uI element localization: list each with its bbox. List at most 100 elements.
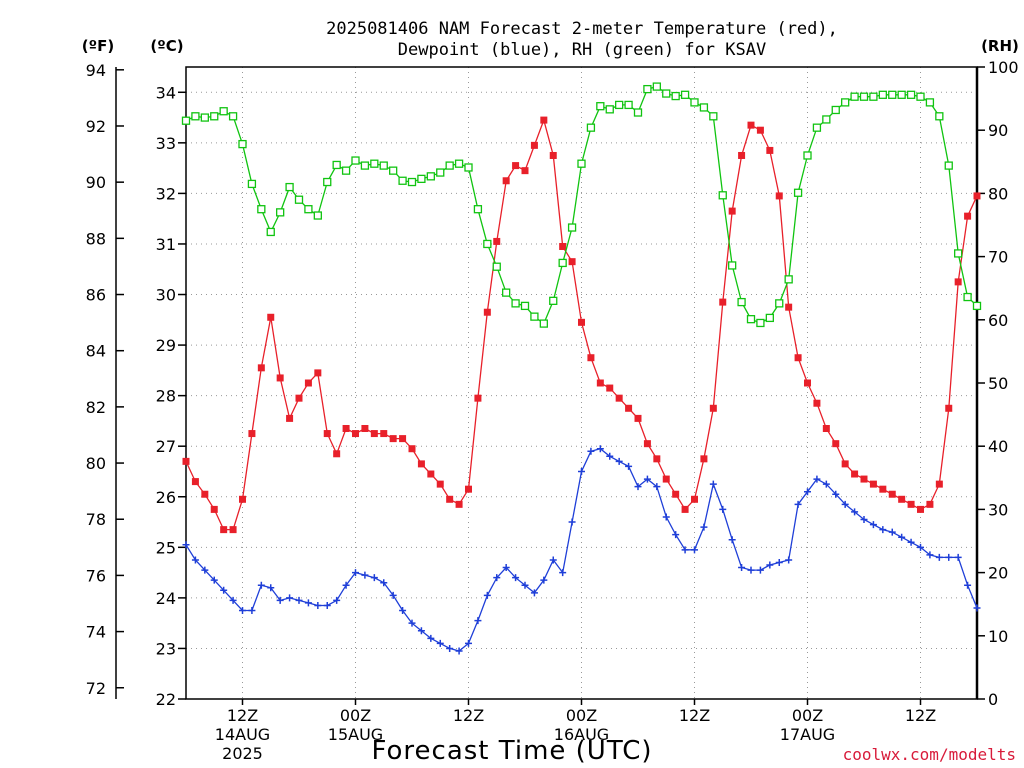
temperature-point	[822, 425, 830, 433]
temperature-point	[973, 192, 981, 200]
rh-point	[737, 297, 746, 307]
rh-point	[567, 223, 577, 232]
dewpoint-point	[860, 516, 868, 524]
fahrenheit-tick-label: 92	[86, 117, 106, 136]
temperature-point	[549, 151, 557, 159]
rh-point	[483, 239, 492, 249]
temperature-point	[672, 490, 680, 498]
dewpoint-point	[427, 634, 435, 642]
temperature-point	[210, 505, 218, 513]
rh-point	[398, 176, 407, 185]
temperature-point	[352, 430, 359, 438]
time-tick-label: 16AUG	[554, 725, 609, 744]
temperature-point	[935, 480, 943, 488]
dewpoint-point	[643, 475, 651, 483]
celsius-tick-label: 29	[156, 336, 176, 355]
dewpoint-point	[898, 533, 906, 541]
dewpoint-point	[841, 500, 849, 508]
rh-point	[718, 191, 727, 200]
rh-point	[492, 262, 501, 271]
rh-point	[586, 123, 596, 132]
rh-point	[473, 205, 483, 214]
x-axis-label: Forecast Time (UTC)	[371, 736, 652, 766]
rh-point	[341, 166, 351, 175]
dewpoint-point	[229, 596, 237, 604]
celsius-tick-label: 32	[156, 184, 176, 203]
dewpoint-point	[352, 569, 359, 577]
rh-point	[746, 315, 756, 324]
dewpoint-point	[935, 553, 943, 561]
dewpoint-point	[493, 574, 501, 582]
temperature-point	[436, 480, 444, 488]
time-tick-label: 14AUG	[215, 725, 270, 744]
temperature-point	[851, 470, 859, 478]
temperature-point	[304, 379, 312, 387]
dewpoint-point	[333, 596, 341, 604]
rh-tick-label: 40	[988, 437, 1008, 456]
rh-point	[351, 156, 360, 165]
rh-point	[549, 296, 558, 305]
dewpoint-point	[775, 558, 783, 566]
rh-point	[530, 312, 539, 321]
celsius-tick-label: 28	[156, 387, 176, 406]
rh-point	[671, 91, 680, 101]
temperature-point	[229, 526, 237, 534]
temperature-point	[286, 414, 294, 422]
temperature-point	[860, 475, 868, 483]
dewpoint-point	[323, 601, 331, 609]
dewpoint-point	[813, 475, 821, 483]
temperature-point	[794, 354, 802, 362]
rh-point	[963, 292, 972, 302]
fahrenheit-tick-label: 74	[86, 623, 106, 642]
rh-point	[596, 102, 605, 111]
temperature-point	[709, 404, 717, 412]
temperature-point	[964, 212, 972, 220]
temperature-point	[530, 141, 538, 149]
rh-point	[944, 161, 953, 170]
rh-point	[247, 179, 257, 189]
dewpoint-point	[973, 604, 981, 612]
series-line	[185, 447, 978, 652]
dewpoint-point	[276, 596, 284, 604]
fahrenheit-tick-label: 78	[86, 510, 106, 529]
temperature-point	[766, 146, 774, 154]
dewpoint-point	[559, 569, 567, 577]
fahrenheit-tick-label: 80	[86, 454, 106, 473]
rh-point	[859, 92, 869, 101]
temperature-point	[625, 404, 633, 412]
rh-point	[869, 92, 878, 101]
rh-point	[294, 195, 304, 204]
dewpoint-point	[342, 581, 350, 589]
rh-point	[520, 301, 530, 311]
rh-tick-label: 90	[988, 121, 1008, 140]
temperature-point	[578, 318, 585, 326]
dewpoint-point	[248, 607, 256, 615]
temperature-point	[389, 435, 397, 443]
rh-point	[454, 159, 464, 168]
celsius-unit-label: (ºC)	[150, 37, 183, 55]
rh-point	[709, 112, 718, 121]
temperature-point	[323, 430, 331, 438]
fahrenheit-tick-label: 72	[86, 679, 106, 698]
time-tick-label: 12Z	[227, 706, 258, 725]
rh-point	[699, 103, 709, 112]
temperature-point	[182, 457, 190, 465]
rh-point	[304, 205, 313, 214]
dewpoint-point	[191, 556, 199, 564]
temperature-point	[220, 526, 228, 534]
rh-point	[605, 105, 614, 114]
rh-point	[954, 249, 963, 258]
celsius-tick-label: 31	[156, 235, 176, 254]
temperature-point	[540, 116, 548, 124]
temperature-point	[775, 192, 783, 200]
rh-point	[841, 98, 850, 107]
rh-point	[784, 275, 793, 284]
rh-point	[652, 82, 661, 91]
rh-point	[850, 92, 859, 101]
rh-point	[464, 163, 473, 172]
rh-point	[680, 90, 690, 99]
temperature-point	[493, 237, 501, 245]
dewpoint-point	[606, 452, 614, 460]
rh-point	[276, 208, 285, 217]
